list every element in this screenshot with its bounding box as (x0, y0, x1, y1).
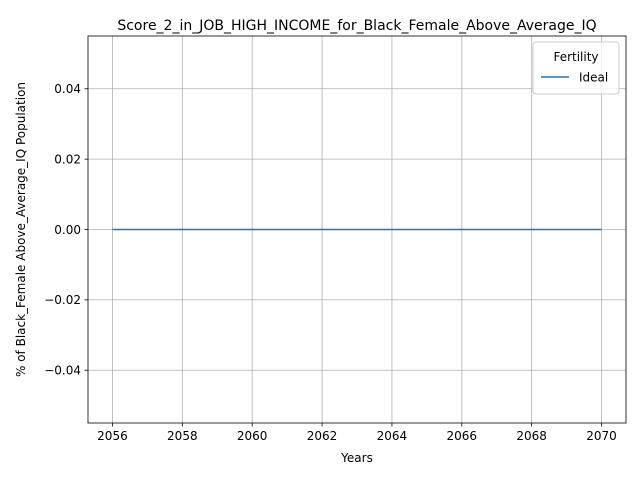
x-tick-label: 2068 (516, 429, 547, 443)
chart-title: Score_2_in_JOB_HIGH_INCOME_for_Black_Fem… (117, 18, 596, 34)
y-tick-label: −0.02 (44, 293, 81, 307)
y-tick-label: −0.04 (44, 364, 81, 378)
x-tick-label: 2062 (307, 429, 338, 443)
y-axis-label: % of Black_Female Above_Average_IQ Popul… (14, 82, 28, 377)
legend-title: Fertility (553, 50, 598, 64)
legend-label-ideal: Ideal (579, 71, 608, 85)
y-axis-ticks: −0.04 −0.02 0.00 0.02 0.04 (44, 82, 88, 378)
y-tick-label: 0.02 (54, 152, 81, 166)
x-axis-label: Years (340, 451, 373, 465)
y-tick-label: 0.00 (54, 223, 81, 237)
x-tick-label: 2056 (97, 429, 128, 443)
y-tick-label: 0.04 (54, 82, 81, 96)
x-tick-label: 2064 (377, 429, 408, 443)
x-tick-label: 2066 (447, 429, 478, 443)
x-axis-ticks: 2056 2058 2060 2062 2064 2066 2068 2070 (97, 423, 617, 443)
x-tick-label: 2060 (237, 429, 268, 443)
x-tick-label: 2058 (167, 429, 198, 443)
legend: Fertility Ideal (532, 41, 620, 95)
x-tick-label: 2070 (586, 429, 617, 443)
legend-box (532, 41, 620, 95)
